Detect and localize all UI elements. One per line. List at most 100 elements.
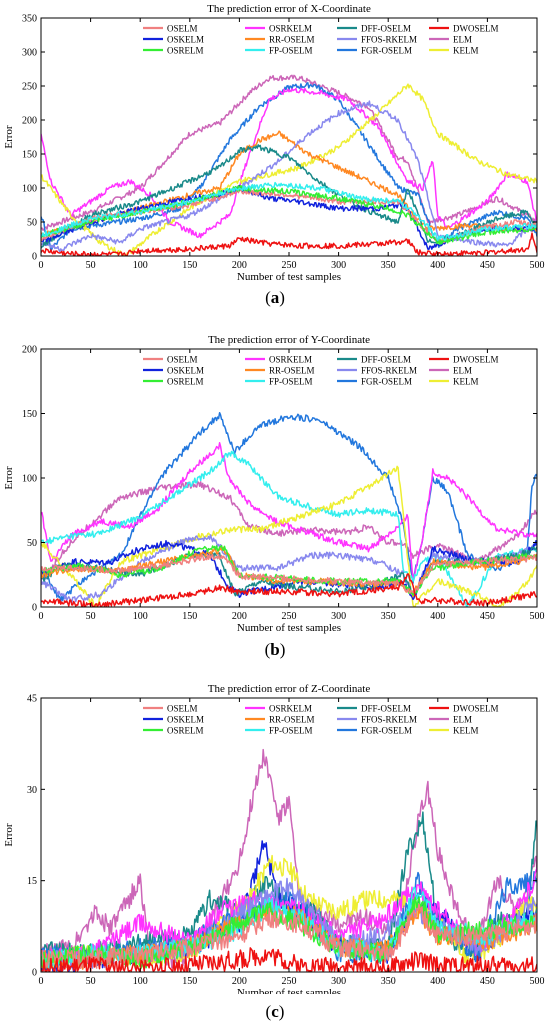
y-tick-label: 100 <box>22 474 37 485</box>
chart-z-coordinate: The prediction error of Z-Coordinate 0 50 1… <box>3 683 545 994</box>
x-tick-label: 250 <box>282 611 297 622</box>
x-tick-label: 500 <box>530 976 545 987</box>
legend-label-oselm: OSELM <box>167 355 198 365</box>
y-tick-label: 15 <box>27 876 37 887</box>
series-line-oselm <box>41 553 537 594</box>
x-tick-label: 0 <box>39 611 44 622</box>
x-tick-label: 200 <box>232 611 247 622</box>
panel-z: The prediction error of Z-Coordinate 0 50 1… <box>0 676 550 994</box>
legend-label-dff-oselm: DFF-OSELM <box>361 355 411 365</box>
legend-label-osrelm: OSRELM <box>167 46 204 56</box>
series-line-elm <box>41 748 537 969</box>
x-axis-label: Number of test samples <box>237 987 341 994</box>
x-tick-label: 150 <box>182 611 197 622</box>
y-tick-label: 300 <box>22 48 37 59</box>
legend-label-ffos-rkelm: FFOS-RKELM <box>361 366 417 376</box>
series-line-osrkelm <box>41 87 537 239</box>
legend-label-ffos-rkelm: FFOS-RKELM <box>361 35 417 45</box>
chart-x-coordinate: The prediction error of X-Coordinate 0 50 1… <box>3 3 545 283</box>
legend-label-fgr-oselm: FGR-OSELM <box>361 726 412 736</box>
x-tick-label: 250 <box>282 976 297 987</box>
legend-label-oselm: OSELM <box>167 704 198 714</box>
legend-label-osrelm: OSRELM <box>167 377 204 387</box>
y-tick-label: 0 <box>32 252 37 263</box>
x-tick-label: 200 <box>232 976 247 987</box>
y-tick-label: 250 <box>22 82 37 93</box>
panel-label-c: (c) <box>265 1002 285 1021</box>
x-tick-label: 150 <box>182 260 197 271</box>
legend-label-dff-oselm: DFF-OSELM <box>361 24 411 34</box>
series-line-kelm <box>41 83 537 256</box>
series-group <box>41 411 537 607</box>
x-tick-label: 500 <box>530 260 545 271</box>
panel-label-a: (a) <box>265 288 285 307</box>
legend: OSELM OSRKELM DFF-OSELM DWOSELM OSKELM RR-OSE… <box>143 24 499 56</box>
legend-label-fp-oselm: FP-OSELM <box>269 46 313 56</box>
x-tick-label: 50 <box>86 611 96 622</box>
legend-label-osrelm: OSRELM <box>167 726 204 736</box>
y-axis-label: Error <box>3 466 15 490</box>
series-line-dwoselm <box>41 947 537 972</box>
legend-label-ffos-rkelm: FFOS-RKELM <box>361 715 417 725</box>
legend-label-oselm: OSELM <box>167 24 198 34</box>
y-tick-label: 200 <box>22 345 37 356</box>
legend-label-elm: ELM <box>453 715 472 725</box>
chart-title: The prediction error of Y-Coordinate <box>208 334 370 346</box>
y-tick-label: 30 <box>27 785 37 796</box>
x-tick-label: 300 <box>331 260 346 271</box>
legend: OSELM OSRKELM DFF-OSELM DWOSELM OSKELM RR-OSE… <box>143 704 499 736</box>
legend-label-elm: ELM <box>453 366 472 376</box>
chart-title: The prediction error of X-Coordinate <box>207 3 371 15</box>
x-tick-label: 450 <box>480 260 495 271</box>
legend-label-osrkelm: OSRKELM <box>269 355 312 365</box>
x-tick-label: 300 <box>331 976 346 987</box>
y-tick-label: 0 <box>32 968 37 979</box>
legend-label-dwoselm: DWOSELM <box>453 24 499 34</box>
legend-label-rr-oselm: RR-OSELM <box>269 715 315 725</box>
legend-label-fgr-oselm: FGR-OSELM <box>361 46 412 56</box>
y-tick-label: 45 <box>27 694 37 705</box>
x-tick-label: 100 <box>133 976 148 987</box>
series-line-fp-oselm <box>41 181 537 242</box>
legend-label-oskelm: OSKELM <box>167 35 204 45</box>
legend-label-fp-oselm: FP-OSELM <box>269 726 313 736</box>
chart-title: The prediction error of Z-Coordinate <box>208 683 371 695</box>
panel-label-b: (b) <box>264 640 286 659</box>
legend-label-kelm: KELM <box>453 726 479 736</box>
series-group <box>41 748 537 972</box>
chart-y-coordinate: The prediction error of Y-Coordinate 0 50 1… <box>3 334 545 634</box>
x-tick-label: 0 <box>39 976 44 987</box>
series-line-kelm <box>41 465 537 607</box>
x-tick-label: 400 <box>430 260 445 271</box>
series-line-dwoselm <box>41 573 537 607</box>
y-tick-label: 200 <box>22 116 37 127</box>
x-tick-label: 200 <box>232 260 247 271</box>
panel-x: The prediction error of X-Coordinate 0 50 1… <box>0 0 550 285</box>
x-tick-label: 350 <box>381 611 396 622</box>
series-line-dwoselm <box>41 232 537 256</box>
x-tick-label: 50 <box>86 976 96 987</box>
legend-label-dwoselm: DWOSELM <box>453 704 499 714</box>
legend-label-kelm: KELM <box>453 46 479 56</box>
x-tick-label: 400 <box>430 611 445 622</box>
x-tick-label: 350 <box>381 260 396 271</box>
series-group <box>41 74 537 256</box>
series-line-elm <box>41 74 537 231</box>
y-tick-label: 100 <box>22 184 37 195</box>
y-tick-label: 50 <box>27 218 37 229</box>
x-axis-label: Number of test samples <box>237 622 341 634</box>
y-tick-label: 350 <box>22 14 37 25</box>
legend-label-kelm: KELM <box>453 377 479 387</box>
x-tick-label: 250 <box>282 260 297 271</box>
legend-label-rr-oselm: RR-OSELM <box>269 366 315 376</box>
y-tick-label: 150 <box>22 409 37 420</box>
x-tick-label: 150 <box>182 976 197 987</box>
x-tick-label: 0 <box>39 260 44 271</box>
x-tick-label: 450 <box>480 611 495 622</box>
legend-label-osrkelm: OSRKELM <box>269 704 312 714</box>
series-line-osrkelm <box>41 442 537 580</box>
legend-label-dwoselm: DWOSELM <box>453 355 499 365</box>
y-tick-label: 50 <box>27 538 37 549</box>
y-axis-label: Error <box>3 823 15 847</box>
panel-y: The prediction error of Y-Coordinate 0 50 1… <box>0 325 550 637</box>
